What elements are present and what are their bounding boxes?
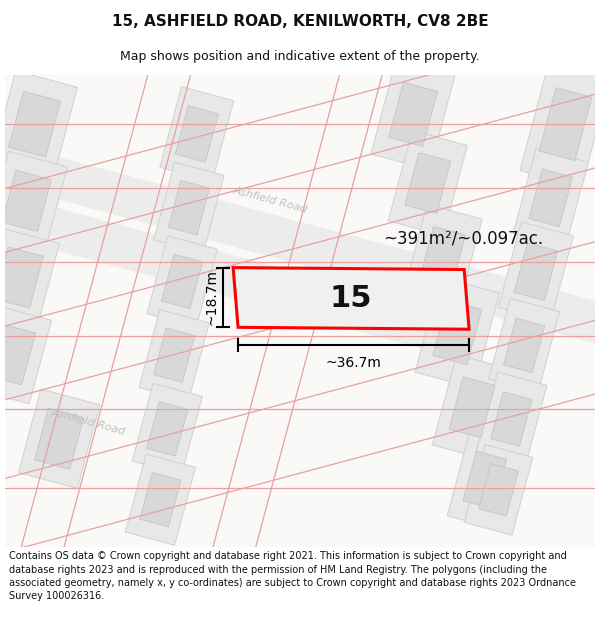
Polygon shape	[491, 392, 532, 446]
Polygon shape	[447, 430, 523, 530]
Polygon shape	[132, 383, 202, 474]
Polygon shape	[139, 309, 209, 401]
Polygon shape	[147, 236, 217, 327]
Polygon shape	[147, 402, 188, 456]
Text: 15, ASHFIELD ROAD, KENILWORTH, CV8 2BE: 15, ASHFIELD ROAD, KENILWORTH, CV8 2BE	[112, 14, 488, 29]
Text: ~18.7m: ~18.7m	[205, 269, 218, 326]
Polygon shape	[160, 87, 234, 181]
Polygon shape	[479, 464, 518, 516]
Polygon shape	[520, 61, 600, 187]
Polygon shape	[415, 278, 499, 388]
Polygon shape	[154, 328, 195, 382]
Polygon shape	[371, 59, 455, 170]
Polygon shape	[0, 151, 67, 251]
Text: ~391m²/~0.097ac.: ~391m²/~0.097ac.	[383, 230, 544, 248]
Polygon shape	[0, 71, 77, 178]
Polygon shape	[233, 268, 469, 329]
Polygon shape	[539, 88, 592, 161]
Text: Map shows position and indicative extent of the property.: Map shows position and indicative extent…	[120, 50, 480, 62]
Polygon shape	[433, 301, 482, 364]
Text: ~36.7m: ~36.7m	[326, 356, 382, 371]
Polygon shape	[499, 222, 574, 321]
Polygon shape	[8, 91, 61, 157]
Polygon shape	[19, 389, 100, 488]
Polygon shape	[0, 228, 59, 327]
Polygon shape	[449, 377, 495, 438]
Polygon shape	[0, 304, 52, 404]
Polygon shape	[419, 226, 466, 288]
Polygon shape	[0, 132, 484, 362]
Polygon shape	[433, 355, 512, 460]
Polygon shape	[514, 242, 558, 301]
Polygon shape	[2, 170, 52, 231]
Polygon shape	[125, 454, 196, 545]
Polygon shape	[463, 451, 506, 509]
Polygon shape	[140, 472, 181, 527]
Polygon shape	[161, 254, 203, 309]
Polygon shape	[0, 132, 600, 362]
Text: Contains OS data © Crown copyright and database right 2021. This information is : Contains OS data © Crown copyright and d…	[9, 551, 576, 601]
Polygon shape	[35, 408, 84, 469]
Polygon shape	[154, 162, 224, 253]
Polygon shape	[464, 444, 533, 535]
Polygon shape	[0, 247, 43, 308]
Text: Ashfield Road: Ashfield Road	[50, 407, 127, 436]
Polygon shape	[476, 372, 547, 466]
Text: 15: 15	[330, 284, 373, 313]
Polygon shape	[503, 318, 545, 372]
Polygon shape	[0, 324, 35, 385]
Polygon shape	[175, 106, 218, 162]
Polygon shape	[529, 169, 572, 227]
Text: Ashfield Road: Ashfield Road	[232, 186, 309, 215]
Polygon shape	[388, 131, 467, 236]
Polygon shape	[513, 148, 588, 248]
Polygon shape	[389, 82, 437, 146]
Polygon shape	[405, 152, 451, 214]
Polygon shape	[169, 181, 209, 235]
Polygon shape	[488, 298, 560, 392]
Polygon shape	[403, 204, 482, 309]
